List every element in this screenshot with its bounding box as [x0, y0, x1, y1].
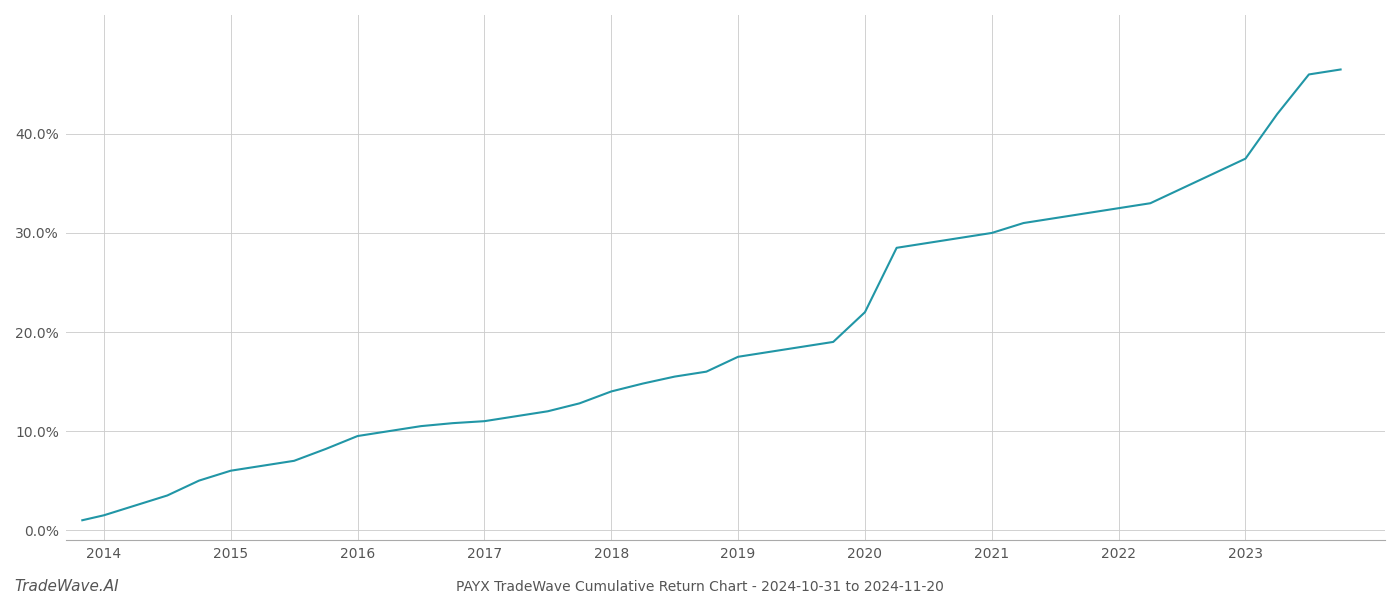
Text: PAYX TradeWave Cumulative Return Chart - 2024-10-31 to 2024-11-20: PAYX TradeWave Cumulative Return Chart -…: [456, 580, 944, 594]
Text: TradeWave.AI: TradeWave.AI: [14, 579, 119, 594]
